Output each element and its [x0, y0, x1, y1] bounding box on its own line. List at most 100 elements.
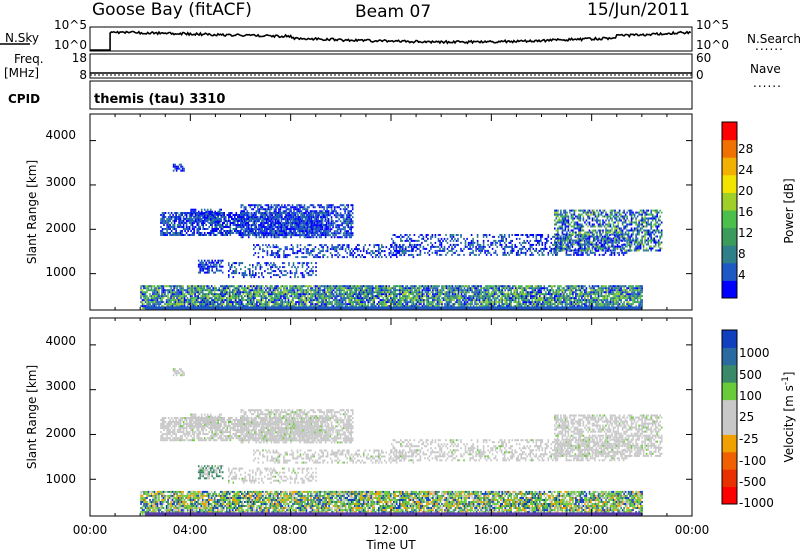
- power-cell: [400, 234, 402, 236]
- power-cell: [292, 224, 294, 226]
- power-cell: [270, 276, 272, 278]
- power-cell: [574, 244, 576, 246]
- power-cell: [263, 234, 265, 236]
- power-cell: [580, 234, 582, 236]
- power-cell: [646, 248, 648, 250]
- power-cell: [287, 208, 289, 210]
- power-cell: [296, 232, 298, 234]
- power-cell: [610, 226, 612, 228]
- power-cell: [194, 293, 196, 295]
- power-cell: [444, 248, 446, 250]
- power-cell: [233, 222, 235, 224]
- power-cell: [142, 285, 144, 287]
- power-cell: [209, 301, 211, 303]
- power-cell: [286, 232, 288, 234]
- power-cell: [310, 222, 312, 224]
- power-cell: [531, 234, 533, 236]
- power-cell: [595, 216, 597, 218]
- power-cell: [556, 210, 558, 212]
- power-cell: [265, 291, 267, 293]
- power-cell: [160, 299, 162, 301]
- power-cell: [281, 230, 283, 232]
- power-cell: [256, 226, 258, 228]
- power-cell: [307, 252, 309, 254]
- power-cell: [610, 216, 612, 218]
- power-cell: [142, 301, 144, 303]
- power-cell: [326, 232, 328, 234]
- power-cell: [208, 285, 210, 287]
- power-cell: [207, 266, 209, 268]
- power-cell: [335, 212, 337, 214]
- power-cell: [325, 236, 327, 238]
- power-cell: [308, 274, 310, 276]
- power-cell: [274, 216, 276, 218]
- power-cell: [451, 254, 453, 256]
- power-cell: [237, 301, 239, 303]
- power-cell: [331, 248, 333, 250]
- power-cell: [244, 212, 246, 214]
- power-cell: [560, 250, 562, 252]
- power-cell: [340, 246, 342, 248]
- power-cell: [291, 228, 293, 230]
- power-cell: [306, 250, 308, 252]
- power-cell: [186, 216, 188, 218]
- power-cell: [236, 218, 238, 220]
- power-cell: [264, 295, 266, 297]
- power-cell: [166, 228, 168, 230]
- power-cell: [421, 242, 423, 244]
- power-cell: [216, 219, 218, 221]
- power-cell: [460, 248, 462, 250]
- power-cell: [587, 240, 589, 242]
- power-cell: [269, 232, 271, 234]
- power-cell: [211, 214, 213, 216]
- power-cell: [622, 246, 624, 248]
- power-cell: [308, 230, 310, 232]
- power-cell: [406, 234, 408, 236]
- power-cell: [381, 246, 383, 248]
- power-cell: [340, 236, 342, 238]
- power-cell: [602, 216, 604, 218]
- power-cell: [195, 211, 197, 213]
- power-cell: [554, 210, 556, 212]
- power-cell: [589, 216, 591, 218]
- power-cell: [607, 250, 609, 252]
- power-cell: [250, 232, 252, 234]
- power-cell: [644, 226, 646, 228]
- power-cell: [305, 230, 307, 232]
- power-cell: [143, 285, 145, 287]
- power-cell: [265, 210, 267, 212]
- power-cell: [202, 268, 204, 270]
- power-cell: [354, 252, 356, 254]
- power-cell: [501, 244, 503, 246]
- power-cell: [347, 222, 349, 224]
- power-cell: [205, 301, 207, 303]
- power-cell: [280, 212, 282, 214]
- power-cell: [246, 299, 248, 301]
- power-cell: [510, 246, 512, 248]
- power-cell: [571, 234, 573, 236]
- power-cell: [327, 248, 329, 250]
- power-cell: [511, 248, 513, 250]
- power-cell: [214, 272, 216, 274]
- power-cell: [273, 244, 275, 246]
- power-cell: [578, 254, 580, 256]
- power-cell: [186, 232, 188, 234]
- power-cell: [258, 256, 260, 258]
- power-cell: [323, 234, 325, 236]
- power-cell: [226, 293, 228, 295]
- power-cell: [556, 242, 558, 244]
- power-cell: [238, 295, 240, 297]
- power-cell: [198, 260, 200, 262]
- power-cell: [530, 250, 532, 252]
- power-cell: [315, 270, 317, 272]
- power-cell: [214, 301, 216, 303]
- power-cell: [568, 220, 570, 222]
- power-cell: [554, 250, 556, 252]
- power-cell: [340, 204, 342, 206]
- power-cell: [146, 285, 148, 287]
- power-cell: [178, 295, 180, 297]
- power-cell: [160, 218, 162, 220]
- power-cell: [314, 222, 316, 224]
- power-cell: [172, 299, 174, 301]
